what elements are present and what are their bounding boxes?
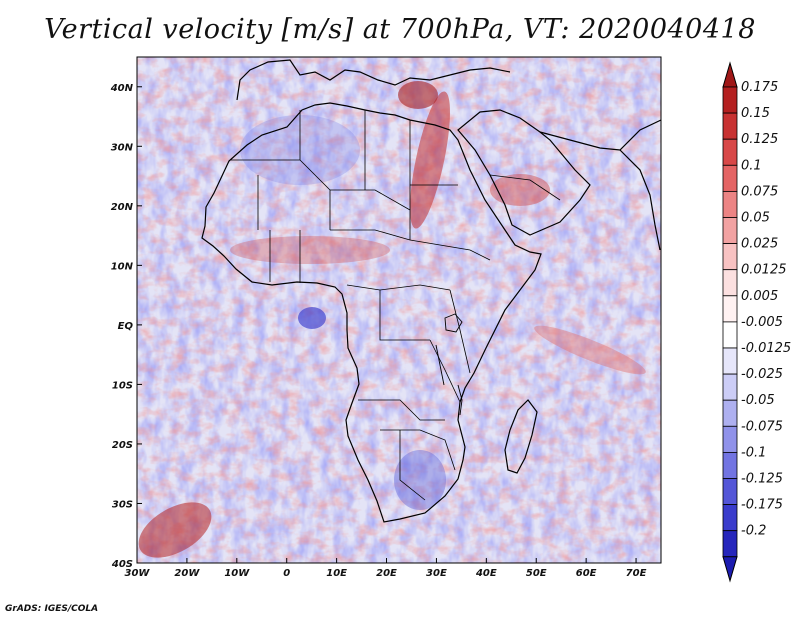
map-title: Vertical velocity [m/s] at 700hPa, VT: 2… xyxy=(44,14,756,45)
coastline-europe xyxy=(236,59,511,101)
ascent-patch-arabia xyxy=(490,174,550,206)
lake-tanganyika xyxy=(435,344,445,386)
ascent-patch-sahel xyxy=(230,236,390,264)
colorbar-label: 0.05 xyxy=(741,211,770,226)
colorbar-swatch xyxy=(722,112,738,140)
colorbar-label: 0.075 xyxy=(741,184,778,199)
ascent-band-east-africa xyxy=(410,91,450,229)
colorbar-swatch xyxy=(722,399,738,427)
colorbar-swatch xyxy=(722,86,738,114)
subsidence-patch-gulf-guinea xyxy=(298,307,326,329)
lon-tick-label: 60E xyxy=(576,568,597,579)
subsidence-patch-southern-africa xyxy=(394,450,446,510)
lon-tick-label: 20W xyxy=(174,568,200,579)
colorbar-swatch xyxy=(722,217,738,245)
lake-victoria xyxy=(444,313,463,333)
ascent-patch-mediterranean xyxy=(398,81,438,109)
colorbar-label: -0.005 xyxy=(741,315,783,330)
colorbar-label: -0.0125 xyxy=(741,341,791,356)
colorbar-label: 0.175 xyxy=(741,80,778,95)
colorbar-swatch xyxy=(722,425,738,453)
colorbar-bottom-arrow xyxy=(722,556,738,583)
lat-tick-label: 20S xyxy=(112,440,133,451)
colorbar-swatch xyxy=(722,478,738,506)
lon-tick-label: 30E xyxy=(426,568,447,579)
colorbar-swatch xyxy=(722,164,738,192)
coastline-iran xyxy=(539,119,661,151)
lat-tick-label: 20N xyxy=(111,202,134,213)
credit-label: GrADS: IGES/COLA xyxy=(5,604,99,614)
colorbar-swatch xyxy=(722,269,738,297)
colorbar-top-arrow xyxy=(722,61,738,88)
lat-tick-label: 40N xyxy=(110,83,134,94)
lon-tick-label: 30W xyxy=(125,568,151,579)
lat-tick-label: 40S xyxy=(111,559,133,570)
coastline-madagascar xyxy=(504,399,538,474)
colorbar-swatch xyxy=(722,321,738,349)
colorbar-label: -0.125 xyxy=(741,472,783,487)
ascent-patch-indian-ocean xyxy=(534,325,646,375)
colorbar: 0.175 0.15 0.125 0.1 0.075 0.05 0.025 0.0125 0.0… xyxy=(722,61,791,583)
colorbar-label: 0.025 xyxy=(741,237,778,252)
lat-tick-label: 10S xyxy=(112,380,133,391)
colorbar-label: 0.15 xyxy=(741,106,770,121)
colorbar-label: 0.005 xyxy=(741,289,778,304)
colorbar-swatch xyxy=(722,530,738,558)
lat-tick-label: EQ xyxy=(118,321,134,332)
colorbar-label: -0.025 xyxy=(741,367,783,382)
lat-tick-label: 30N xyxy=(111,142,134,153)
lake-malawi xyxy=(457,384,463,416)
colorbar-swatch xyxy=(722,243,738,271)
colorbar-swatch xyxy=(722,295,738,323)
map-plot-area xyxy=(137,57,661,563)
ascent-patch-south-atlantic xyxy=(138,502,212,558)
colorbar-label: -0.05 xyxy=(741,393,775,408)
lon-tick-label: 0 xyxy=(283,568,290,579)
country-borders xyxy=(230,110,561,501)
colorbar-swatch xyxy=(722,190,738,218)
lon-tick-label: 10E xyxy=(326,568,347,579)
colorbar-label: -0.2 xyxy=(741,524,766,539)
lon-tick-label: 50E xyxy=(526,568,547,579)
colorbar-label: -0.1 xyxy=(741,445,766,460)
colorbar-swatch xyxy=(722,504,738,532)
lon-tick-label: 40E xyxy=(475,568,497,579)
lon-tick-label: 10W xyxy=(224,568,250,579)
colorbar-label: -0.075 xyxy=(741,419,783,434)
lat-tick-label: 10N xyxy=(111,261,134,272)
colorbar-label: 0.125 xyxy=(741,132,778,147)
colorbar-label: 0.0125 xyxy=(741,263,787,278)
colorbar-label: 0.1 xyxy=(741,158,762,173)
lon-tick-label: 70E xyxy=(626,568,647,579)
lon-tick-label: 20E xyxy=(376,568,397,579)
colorbar-swatch xyxy=(722,451,738,479)
axis-ticks: 30W 20W 10W 0 10E 20E 30E 40E 50E 60E 70E 40N 30N 20N… xyxy=(110,83,647,579)
coastline-india xyxy=(619,149,661,251)
coastline-africa xyxy=(201,102,542,523)
map-frame xyxy=(136,56,662,564)
colorbar-swatch xyxy=(722,373,738,401)
coastline-arabia xyxy=(457,109,591,236)
colorbar-swatch xyxy=(722,138,738,166)
colorbar-label: -0.175 xyxy=(741,498,783,513)
colorbar-swatch xyxy=(722,347,738,375)
lat-tick-label: 30S xyxy=(112,499,133,510)
